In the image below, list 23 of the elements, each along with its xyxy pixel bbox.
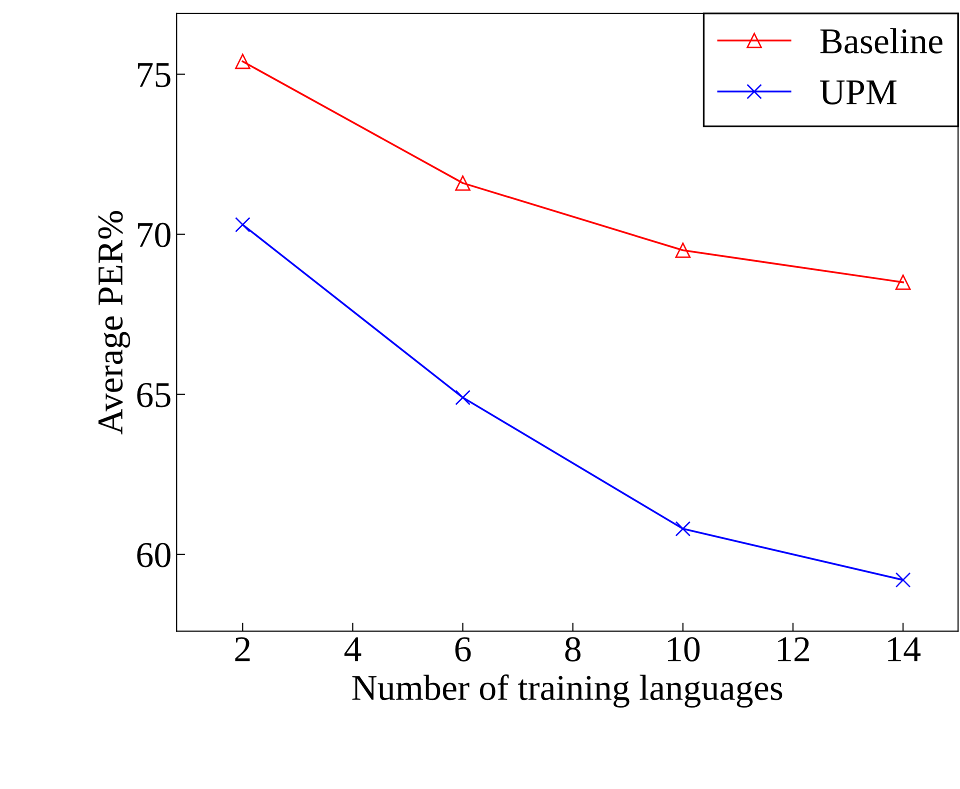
y-axis-title: Average PER% (98, 211, 130, 434)
x-tick-label: 8 (565, 637, 581, 662)
x-tick-label: 2 (235, 637, 250, 662)
point (895, 274, 911, 290)
point (675, 242, 691, 258)
point (895, 572, 911, 588)
y-tick-label: 65 (137, 382, 170, 408)
y-tick-label: 75 (138, 63, 170, 88)
y-tick-label: 60 (137, 542, 170, 568)
legend-label: Baseline (820, 28, 942, 54)
point (455, 390, 470, 406)
point (455, 175, 470, 191)
point (675, 521, 691, 536)
x-tick-label: 6 (455, 637, 471, 662)
point (235, 54, 250, 70)
x-tick-label: 14 (888, 637, 921, 662)
x-axis-title: Number of training languages (352, 674, 782, 708)
x-tick-label: 10 (668, 637, 700, 662)
x-tick-label: 4 (344, 637, 362, 662)
point (235, 217, 250, 232)
x-tick-label: 12 (778, 637, 810, 662)
y-tick-label: 70 (138, 222, 170, 248)
legend-label: UPM (820, 80, 896, 105)
